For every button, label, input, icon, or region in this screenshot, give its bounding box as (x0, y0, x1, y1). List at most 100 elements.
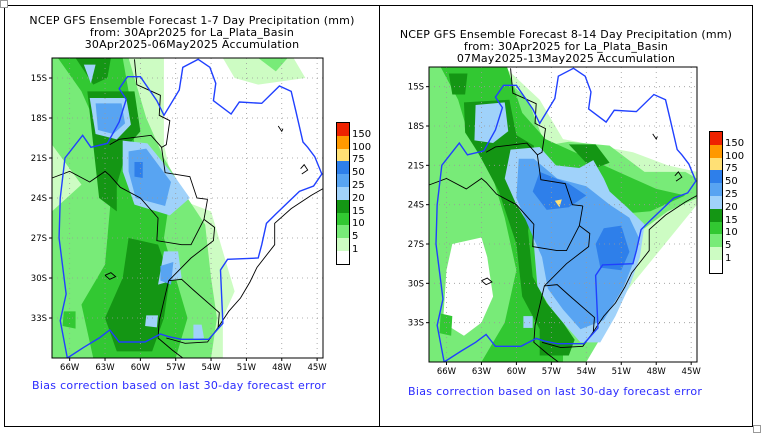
border-line (134, 59, 171, 148)
lat-tick-label: 18S (31, 114, 47, 124)
lon-tick-label: 54W (577, 367, 597, 377)
lat-tick-label: 30S (31, 274, 47, 284)
lat-tick-label: 30S (408, 279, 424, 289)
legend-swatch (709, 195, 723, 209)
legend-level-label: 100 (352, 141, 372, 153)
legend-level-label: 100 (725, 150, 745, 162)
border-line (485, 142, 583, 207)
border-line (157, 218, 216, 359)
precip-region (442, 237, 494, 336)
legend-swatch (709, 183, 723, 196)
color-legend-week1 (336, 122, 350, 265)
country-borders (428, 68, 698, 363)
legend-level-label: 150 (352, 128, 372, 140)
border-line (109, 134, 208, 200)
legend-level-label: 50 (352, 167, 365, 179)
precip-region (532, 171, 587, 210)
precip-map-week1: 15S 18S 21S 24S 27S 30S 33S 66W 63W 60W 57W 54W 51W 4… (31, 57, 327, 373)
legend-level-label: 1 (352, 244, 359, 255)
legend-swatch (709, 234, 723, 248)
lon-tick-label: 45W (682, 367, 702, 377)
legend-swatch (709, 170, 723, 184)
legend-swatch (336, 199, 350, 213)
lon-tick-label: 48W (647, 367, 667, 377)
lon-tick-label: 60W (131, 363, 151, 373)
lat-tick-label: 27S (31, 234, 47, 244)
precip-region (258, 58, 288, 72)
legend-swatch (336, 174, 350, 187)
frame-corner (0, 0, 8, 8)
basin-outline (58, 58, 323, 359)
panel-title-line2: from: 30Apr2025 for La_Plata_Basin (463, 40, 669, 53)
legend-level-label: 5 (352, 231, 359, 243)
border-line (674, 171, 683, 182)
graticule (429, 67, 697, 362)
lat-tick-label: 33S (31, 314, 47, 324)
lat-tick-label: 21S (408, 161, 424, 171)
precip-region (448, 73, 468, 95)
border-line (533, 225, 591, 363)
lon-tick-label: 63W (472, 367, 492, 377)
legend-level-label: 15 (352, 205, 365, 217)
lon-tick-label: 48W (272, 363, 292, 373)
bias-footnote: Bias correction based on last 30-day for… (32, 379, 327, 392)
precip-region (83, 64, 96, 84)
legend-swatch (336, 161, 350, 175)
border-line (510, 68, 547, 156)
lon-tick-label: 66W (60, 363, 80, 373)
legend-swatch (336, 212, 350, 226)
lat-tick-label: 18S (408, 122, 424, 132)
legend-swatch (336, 148, 350, 162)
border-line (300, 163, 309, 175)
legend-level-label: 50 (725, 176, 738, 188)
legend-level-label: 25 (352, 180, 365, 191)
legend-level-label: 20 (352, 192, 365, 204)
lon-tick-label: 54W (201, 363, 221, 373)
precip-region (95, 103, 126, 134)
legend-swatch (709, 208, 723, 222)
legend-level-label: 10 (352, 218, 365, 230)
precip-region (568, 144, 610, 170)
border-line (217, 188, 324, 328)
precip-region (523, 316, 533, 328)
precip-region (145, 315, 159, 328)
lon-tick-label: 57W (166, 363, 186, 373)
precip-region (595, 225, 630, 271)
legend-swatch (709, 157, 723, 171)
legend-level-label: 25 (725, 189, 738, 200)
lon-tick-label: 66W (437, 367, 457, 377)
lon-tick-label: 51W (237, 363, 257, 373)
border-line (104, 272, 117, 280)
legend-level-label: 20 (725, 201, 738, 213)
legend-swatch (336, 135, 350, 149)
legend-level-label: 5 (725, 240, 732, 252)
legend-swatch (336, 250, 350, 265)
legend-level-label: 75 (352, 154, 365, 166)
precip-region (193, 324, 204, 340)
border-line (652, 133, 658, 141)
legend-level-label: 15 (725, 214, 738, 226)
legend-swatch (336, 225, 350, 239)
legend-level-label: 150 (725, 137, 745, 149)
legend-level-label: 75 (725, 163, 738, 175)
lon-tick-label: 60W (507, 367, 527, 377)
legend-level-label: 1 (725, 253, 732, 264)
legend-swatch (709, 144, 723, 158)
lat-tick-label: 21S (31, 154, 47, 164)
precip-region (474, 102, 509, 144)
legend-swatch (336, 122, 350, 136)
lat-tick-label: 15S (31, 74, 47, 84)
bias-footnote: Bias correction based on last 30-day for… (408, 385, 703, 398)
basin-outline (435, 67, 697, 363)
legend-swatch (709, 259, 723, 274)
panel-title-line2: from: 30Apr2025 for La_Plata_Basin (89, 26, 295, 39)
precip-region (439, 313, 453, 336)
border-line (51, 170, 208, 246)
border-line (277, 125, 284, 133)
precip-region (554, 199, 562, 208)
lon-tick-label: 57W (542, 367, 562, 377)
legend-level-label: 10 (725, 227, 738, 239)
border-line (481, 277, 493, 286)
legend-swatch (336, 186, 350, 200)
legend-swatch (709, 131, 723, 145)
